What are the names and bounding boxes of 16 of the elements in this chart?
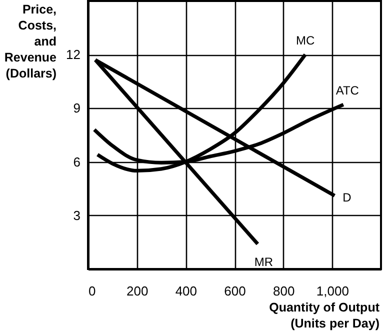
series-label: ATC (336, 84, 360, 98)
series-label: MC (296, 34, 315, 48)
x-tick-label: 0 (88, 284, 96, 298)
x-tick-label: 800 (272, 284, 295, 298)
y-tick-label: 3 (73, 208, 80, 223)
y-tick-label: 6 (73, 154, 80, 170)
series-label: MR (254, 254, 274, 269)
x-tick-label: 600 (224, 284, 246, 298)
series-label: D (342, 190, 352, 205)
y-tick-label: 9 (73, 100, 80, 116)
y-tick-label: 12 (66, 47, 80, 62)
x-tick-label: 400 (175, 284, 198, 298)
y-axis-title: Price, Costs, and Revenue (Dollars) (4, 2, 57, 80)
x-tick-label: 200 (126, 284, 148, 298)
x-tick-label: 1,000 (316, 284, 349, 298)
x-axis-title: Quantity of Output (Units per Day) (269, 300, 380, 330)
